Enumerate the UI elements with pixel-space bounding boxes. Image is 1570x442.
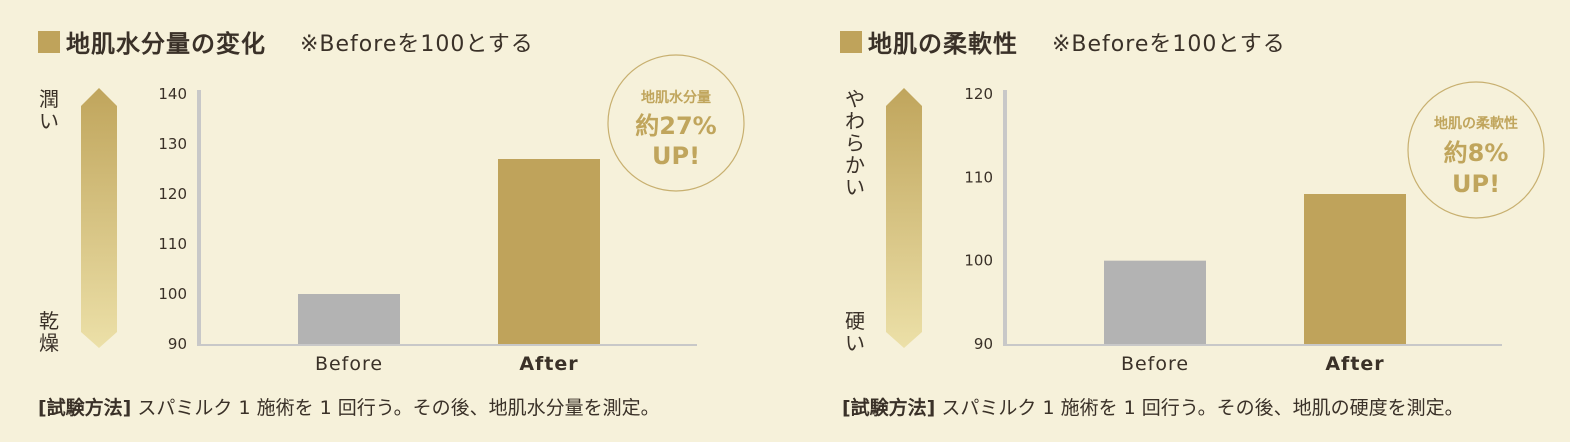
- scale-top-label-text: 潤い: [39, 87, 59, 133]
- chart-title: 地肌の柔軟性: [868, 30, 1018, 58]
- badge-line-1: 地肌の柔軟性: [1434, 115, 1518, 132]
- badge-line-2: 約8%: [1444, 139, 1509, 167]
- method-text: スパミルク 1 施術を 1 回行う。その後、地肌水分量を測定。: [137, 397, 660, 419]
- y-tick-label: 100: [964, 252, 993, 270]
- flexibility-bar-chart: 120 110 100 90 Before After 地肌の柔軟性 約8% UP!: [886, 81, 1545, 375]
- badge-line-1: 地肌水分量: [641, 89, 711, 106]
- scale-bottom-label: 乾燥: [36, 310, 62, 354]
- y-tick-label: 120: [158, 185, 187, 203]
- chart-panel-moisture: 地肌水分量の変化 ※Beforeを100とする 潤い 乾燥 140 130 120 1…: [36, 24, 745, 420]
- scale-bottom-label-text: 硬い: [845, 309, 865, 355]
- badge-circle: [1407, 81, 1545, 219]
- method-label: [試験方法]: [842, 397, 936, 419]
- chart-title-row: 地肌水分量の変化 ※Beforeを100とする: [38, 24, 534, 59]
- badge-line-2: 約27%: [635, 112, 716, 140]
- y-tick-label: 110: [964, 168, 993, 186]
- y-tick-label: 130: [158, 135, 187, 153]
- chart-note: ※Beforeを100とする: [1052, 31, 1286, 57]
- chart-title-row: 地肌の柔軟性 ※Beforeを100とする: [840, 24, 1286, 59]
- x-category-label: Before: [1121, 353, 1189, 375]
- title-square-icon: [38, 30, 60, 53]
- y-tick-label: 90: [974, 335, 993, 353]
- y-tick-label: 90: [168, 335, 187, 353]
- y-tick-label: 140: [158, 85, 187, 103]
- scale-gradient-arrow: [81, 88, 117, 348]
- x-category-label: Before: [315, 353, 383, 375]
- scale-bottom-label-text: 乾燥: [39, 309, 59, 355]
- test-method-note: [試験方法] スパミルク 1 施術を 1 回行う。その後、地肌水分量を測定。: [38, 393, 660, 420]
- scale-bottom-label: 硬い: [842, 310, 868, 354]
- bar-after: [498, 159, 600, 344]
- bar-before: [1104, 260, 1206, 344]
- moisture-bar-chart: 140 130 120 110 100 90 Before After 地肌水分量 約27%…: [81, 54, 745, 375]
- x-category-label: After: [1325, 353, 1384, 375]
- chart-panel-flexibility: 地肌の柔軟性 ※Beforeを100とする やわらかい 硬い 120 110 100…: [800, 0, 1570, 442]
- chart-title: 地肌水分量の変化: [66, 30, 266, 58]
- y-tick-label: 110: [158, 235, 187, 253]
- scale-top-label: やわらかい: [842, 88, 868, 198]
- y-tick-label: 100: [158, 285, 187, 303]
- badge-line-3: UP!: [652, 142, 700, 170]
- scale-gradient-arrow: [886, 88, 922, 348]
- badge-circle: [607, 54, 745, 192]
- improvement-badge: 地肌水分量 約27% UP!: [607, 54, 745, 192]
- y-tick-label: 120: [964, 85, 993, 103]
- bar-after: [1304, 194, 1406, 344]
- x-category-label: After: [519, 353, 578, 375]
- title-square-icon: [840, 30, 862, 53]
- test-method-note: [試験方法] スパミルク 1 施術を 1 回行う。その後、地肌の硬度を測定。: [842, 393, 1464, 420]
- badge-line-3: UP!: [1452, 170, 1500, 198]
- scale-top-label-text: やわらかい: [845, 87, 865, 199]
- improvement-badge: 地肌の柔軟性 約8% UP!: [1407, 81, 1545, 219]
- bar-before: [298, 294, 400, 344]
- method-label: [試験方法]: [38, 397, 132, 419]
- chart-note: ※Beforeを100とする: [300, 31, 534, 57]
- method-text: スパミルク 1 施術を 1 回行う。その後、地肌の硬度を測定。: [941, 397, 1464, 419]
- scale-top-label: 潤い: [36, 88, 62, 132]
